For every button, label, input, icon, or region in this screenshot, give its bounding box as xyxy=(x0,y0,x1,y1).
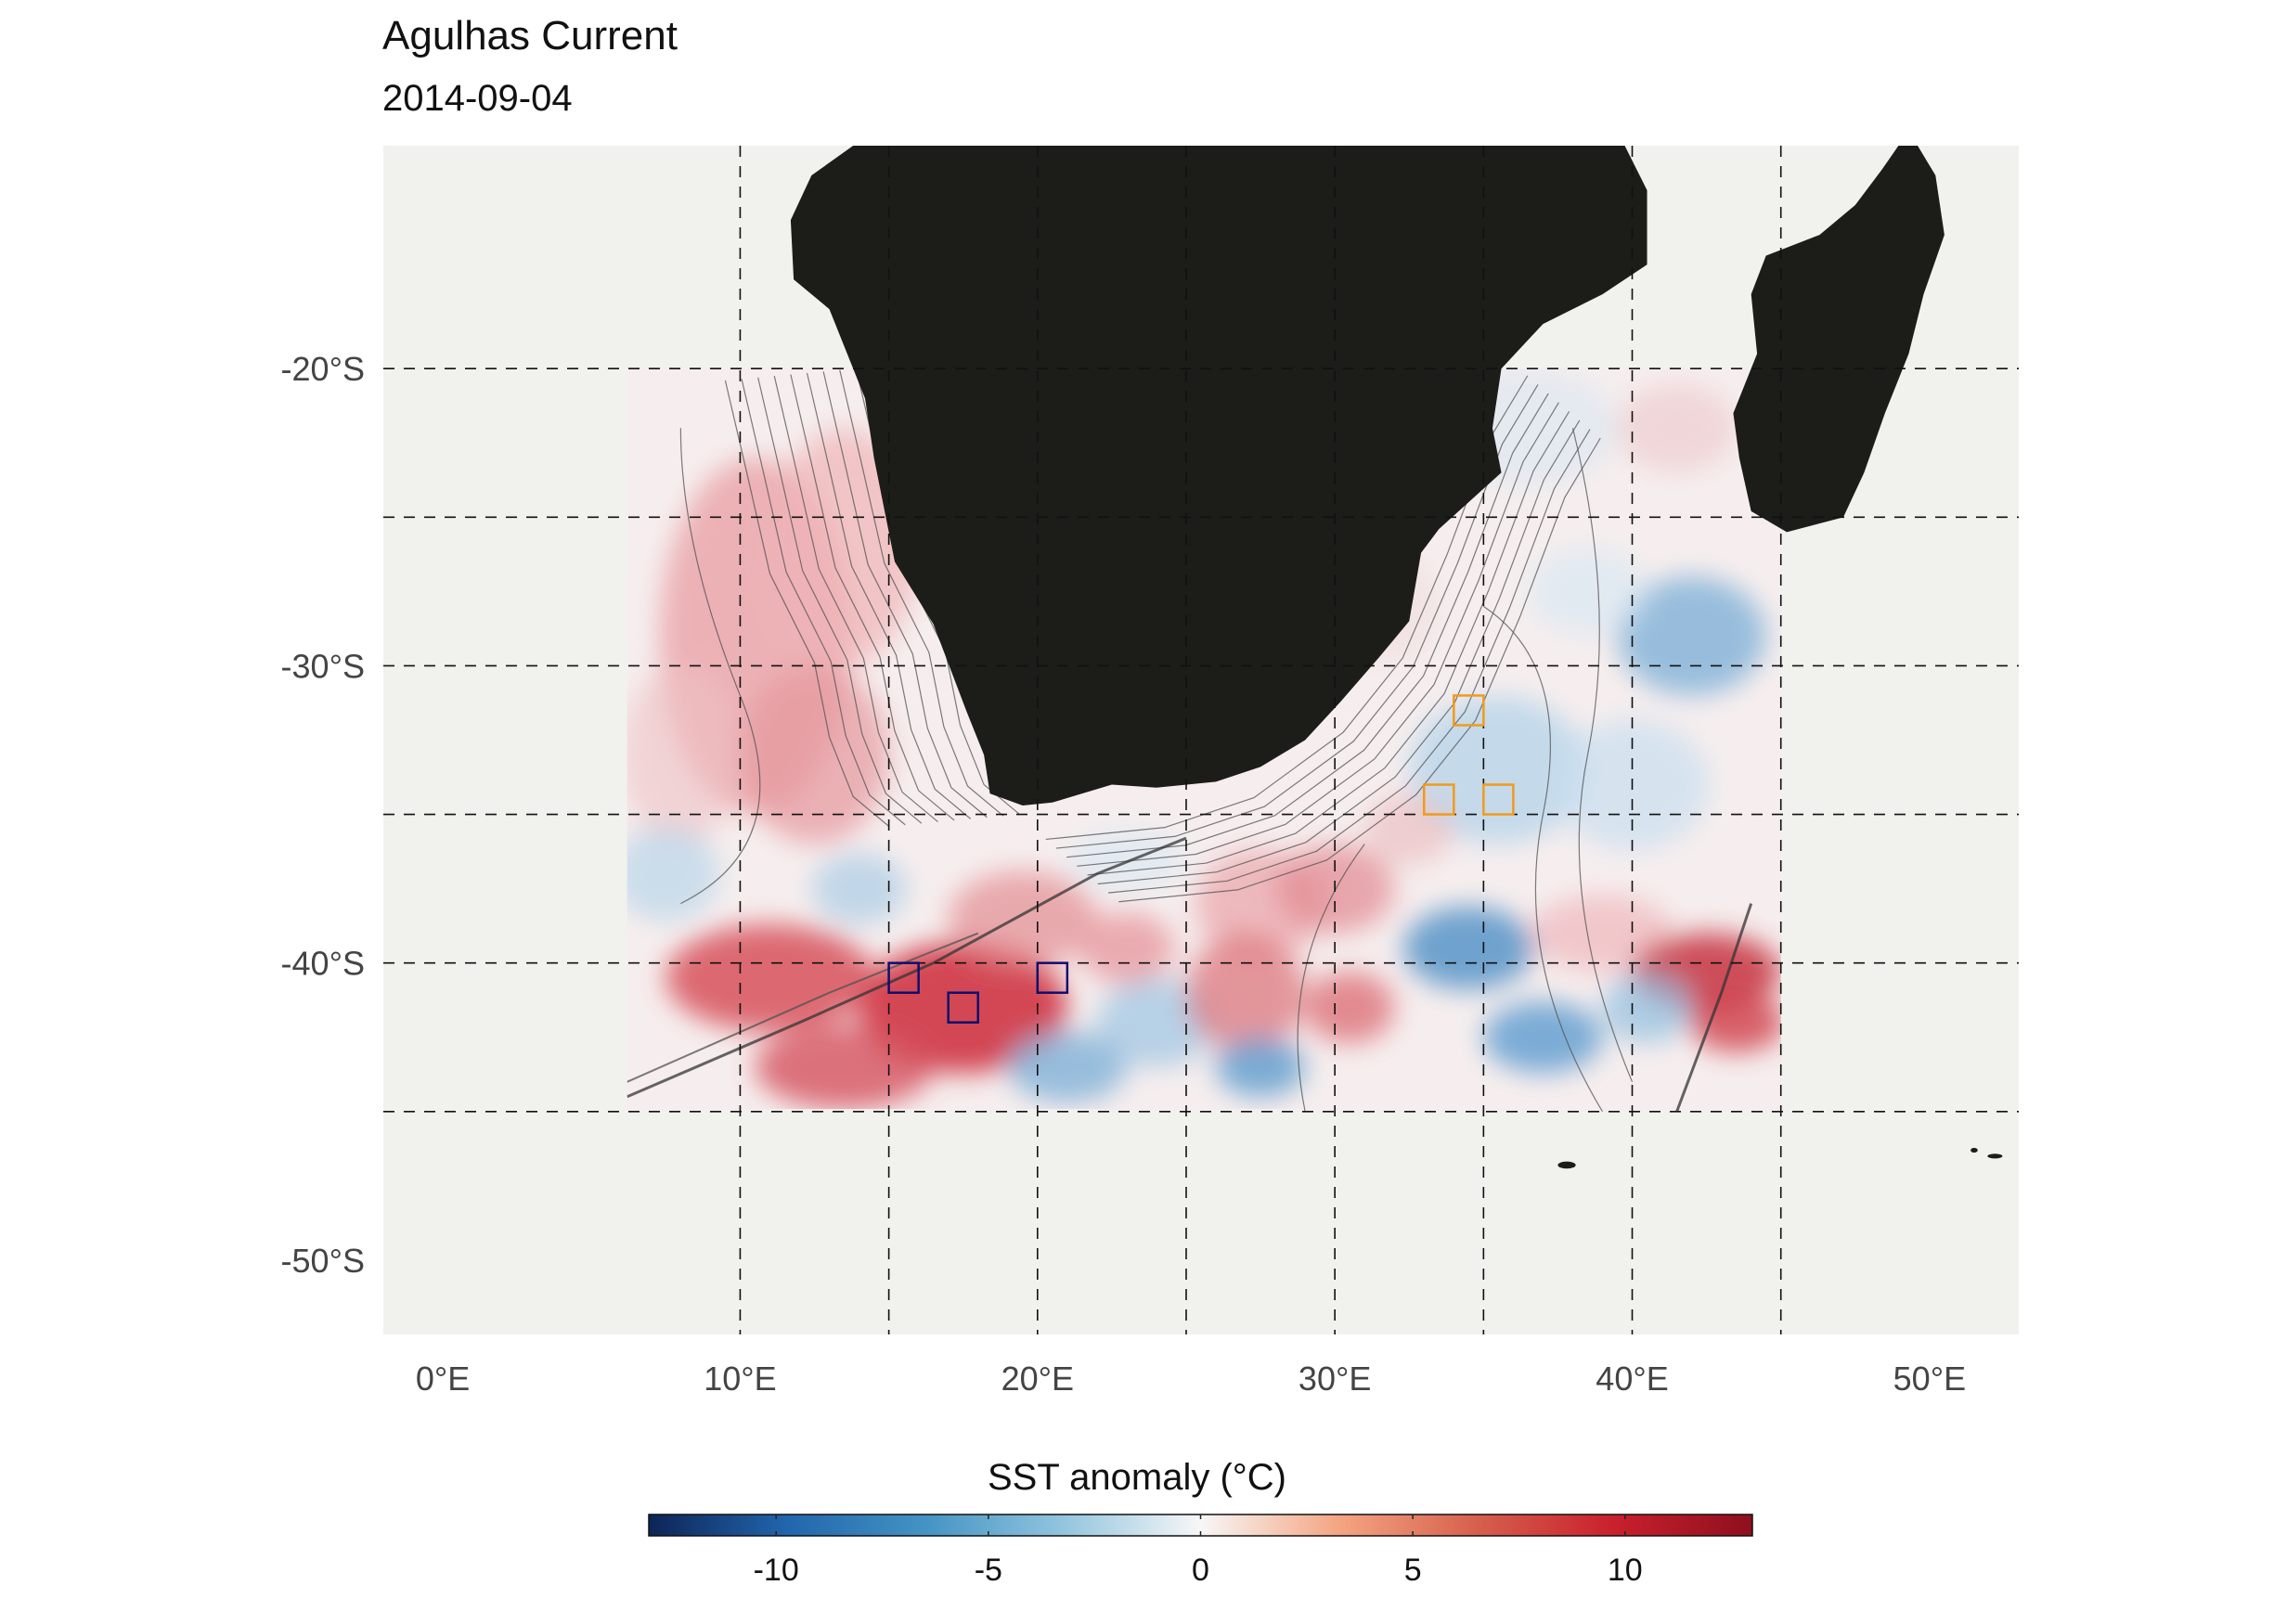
map-date: 2014-09-04 xyxy=(382,78,573,119)
colorbar-tick-label: 5 xyxy=(1404,1553,1422,1588)
study-boxes xyxy=(887,694,1515,1024)
lon-tick-label: 10°E xyxy=(704,1360,776,1398)
colorbar-tick-label: -10 xyxy=(754,1553,799,1588)
lon-tick-label: 40°E xyxy=(1596,1360,1668,1398)
africa-landmass xyxy=(790,146,1647,806)
cold-study-box xyxy=(947,991,979,1024)
colorbar: -10 -5 0 5 10 xyxy=(648,1514,1753,1588)
colorbar-tick-label: 0 xyxy=(1192,1553,1209,1588)
landmass xyxy=(790,146,2003,1169)
warm-study-box xyxy=(1482,783,1515,816)
madagascar-landmass xyxy=(1733,146,1945,533)
warm-study-box xyxy=(1453,694,1485,727)
lat-tick-label: -50°S xyxy=(281,1242,365,1280)
lat-tick-label: -40°S xyxy=(281,945,365,983)
lon-tick-label: 20°E xyxy=(1001,1360,1074,1398)
graticule xyxy=(383,146,2019,1334)
cold-study-box xyxy=(887,961,920,994)
warm-study-box xyxy=(1423,783,1455,816)
colorbar-tick-label: -5 xyxy=(975,1553,1002,1588)
colorbar-tick-label: 10 xyxy=(1608,1553,1643,1588)
lon-tick-label: 30°E xyxy=(1299,1360,1371,1398)
colorbar-title: SST anomaly (°C) xyxy=(987,1457,1286,1498)
map-title: Agulhas Current xyxy=(382,13,678,58)
lon-tick-label: 0°E xyxy=(416,1360,470,1398)
lat-tick-label: -20°S xyxy=(281,350,365,388)
lat-tick-label: -30°S xyxy=(281,647,365,685)
cold-study-box xyxy=(1036,961,1069,994)
lon-tick-label: 50°E xyxy=(1893,1360,1966,1398)
